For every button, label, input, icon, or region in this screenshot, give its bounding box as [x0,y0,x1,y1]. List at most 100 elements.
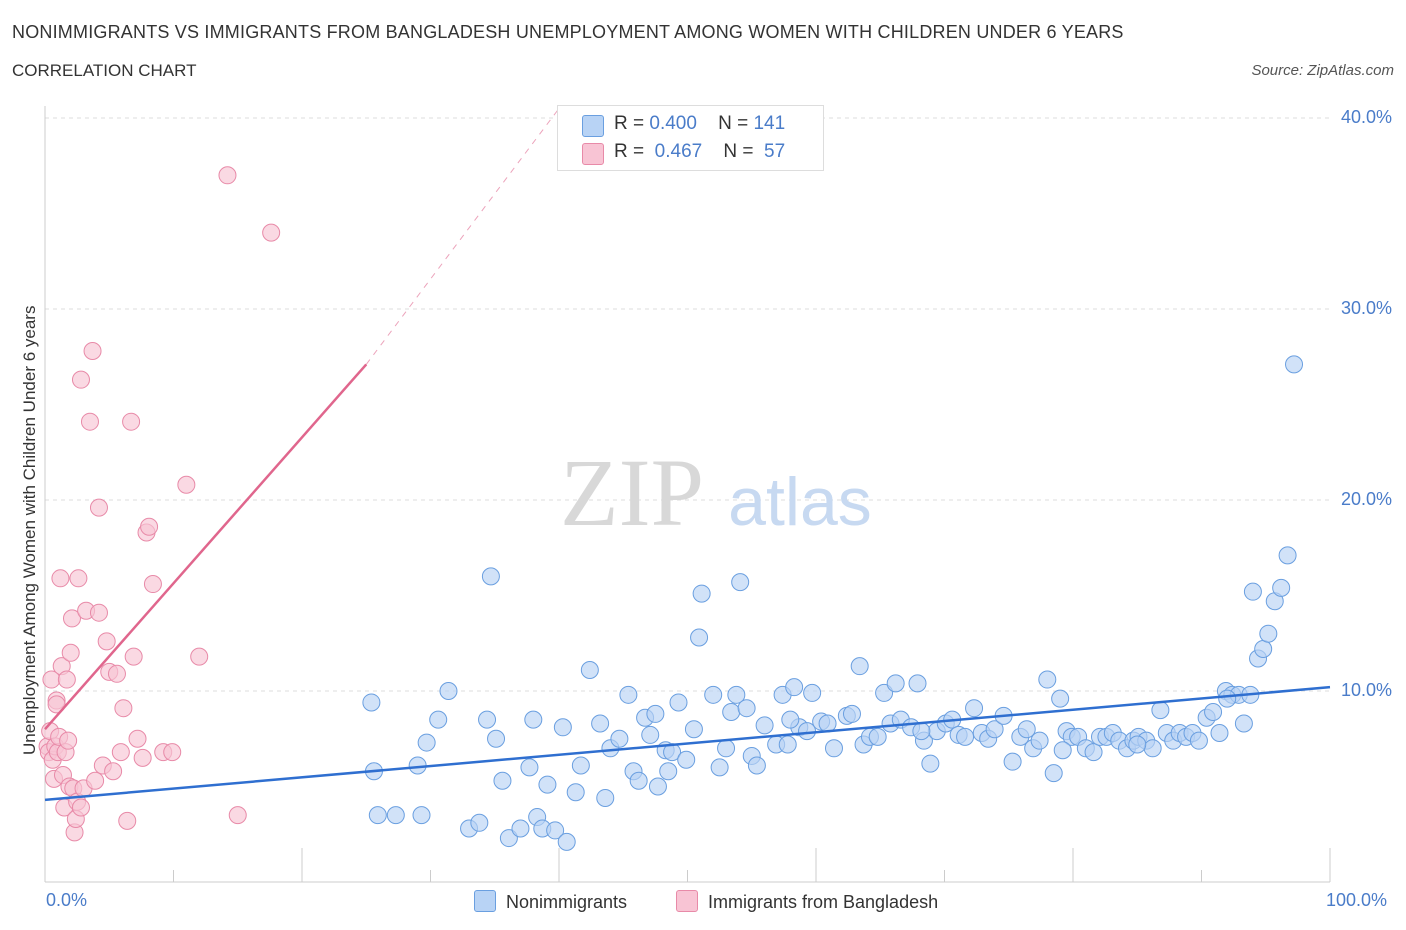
point-nonimmigrants [1234,714,1253,733]
trend-line-nonimmigrants [44,685,1331,802]
point-nonimmigrants [781,710,800,729]
point-nonimmigrants [429,710,448,729]
point-nonimmigrants [886,674,905,693]
bottom-legend-bangladesh: Immigrants from Bangladesh [676,890,938,913]
point-nonimmigrants [684,720,703,739]
point-nonimmigrants [596,788,615,807]
point-nonimmigrants [1051,689,1070,708]
legend-n-value: 57 [764,141,786,162]
point-bangladesh [163,743,182,762]
point-nonimmigrants [641,725,660,744]
point-nonimmigrants [778,735,797,754]
bottom-legend-label-1: Nonimmigrants [506,892,628,912]
point-bangladesh [124,647,143,666]
trend-line-bangladesh-extension [365,108,560,365]
point-nonimmigrants [727,685,746,704]
legend-swatch-pink [582,143,604,165]
point-bangladesh [69,569,88,588]
legend-r-value: 0.400 [649,113,697,134]
point-nonimmigrants [785,678,804,697]
point-bangladesh [143,575,162,594]
point-nonimmigrants [1044,764,1063,783]
point-nonimmigrants [580,660,599,679]
point-nonimmigrants [912,722,931,741]
y-tick-label: 40.0% [1340,107,1392,127]
point-bangladesh [59,731,78,750]
point-nonimmigrants [1204,703,1223,722]
point-nonimmigrants [619,685,638,704]
legend-r-label: R = [614,113,645,134]
point-nonimmigrants [704,685,723,704]
point-nonimmigrants [1210,724,1229,743]
trend-line-bangladesh [44,363,368,731]
correlation-legend: R = 0.400 N = 141 R = 0.467 N = 57 [557,105,824,171]
watermark: ZIP atlas [560,439,872,546]
point-bangladesh [177,475,196,494]
point-bangladesh [111,743,130,762]
point-nonimmigrants [1143,739,1162,758]
point-nonimmigrants [493,771,512,790]
y-tick-label: 10.0% [1340,680,1392,700]
point-bangladesh [107,664,126,683]
point-nonimmigrants [875,683,894,702]
point-bangladesh [133,748,152,767]
point-nonimmigrants [1128,735,1147,754]
point-bangladesh [122,412,141,431]
point-nonimmigrants [557,832,576,851]
point-nonimmigrants [1278,546,1297,565]
point-nonimmigrants [646,704,665,723]
watermark-zip: ZIP [560,439,704,546]
point-bangladesh [190,647,209,666]
point-bangladesh [57,670,76,689]
series-nonimmigrants-points [362,355,1304,851]
x-tick-max: 100.0% [1326,890,1388,910]
point-bangladesh [71,798,90,817]
point-bangladesh [89,603,108,622]
point-nonimmigrants [1053,741,1072,760]
bottom-legend-nonimmigrants: Nonimmigrants [474,890,627,913]
point-bangladesh [104,762,123,781]
point-bangladesh [118,811,137,830]
point-nonimmigrants [985,720,1004,739]
bottom-legend-label-2: Immigrants from Bangladesh [708,892,939,912]
point-bangladesh [218,166,237,185]
point-nonimmigrants [499,829,518,848]
point-bangladesh [47,695,66,714]
point-bangladesh [83,342,102,361]
point-nonimmigrants [921,754,940,773]
point-nonimmigrants [737,699,756,718]
point-nonimmigrants [710,758,729,777]
x-tick-min: 0.0% [46,890,88,910]
point-nonimmigrants [824,739,843,758]
watermark-atlas: atlas [728,464,872,540]
point-nonimmigrants [692,584,711,603]
point-nonimmigrants [553,718,572,737]
point-nonimmigrants [690,628,709,647]
point-nonimmigrants [755,716,774,735]
point-nonimmigrants [803,683,822,702]
point-nonimmigrants [868,727,887,746]
point-bangladesh [97,632,116,651]
point-bangladesh [62,609,81,628]
point-nonimmigrants [591,714,610,733]
point-nonimmigrants [818,714,837,733]
point-bangladesh [51,569,70,588]
point-nonimmigrants [368,806,387,825]
series-bangladesh-points [38,166,281,842]
bottom-legend-swatch-blue [474,890,496,912]
point-nonimmigrants [511,819,530,838]
point-nonimmigrants [669,693,688,712]
legend-n-label: N = [723,141,754,162]
point-bangladesh [114,699,133,718]
point-nonimmigrants [546,821,565,840]
point-bangladesh [61,643,80,662]
point-bangladesh [86,771,105,790]
point-nonimmigrants [908,674,927,693]
point-nonimmigrants [747,756,766,775]
point-nonimmigrants [417,733,436,752]
point-nonimmigrants [386,806,405,825]
point-nonimmigrants [731,573,750,592]
legend-n-value: 141 [753,113,786,134]
y-tick-label: 30.0% [1340,298,1392,318]
